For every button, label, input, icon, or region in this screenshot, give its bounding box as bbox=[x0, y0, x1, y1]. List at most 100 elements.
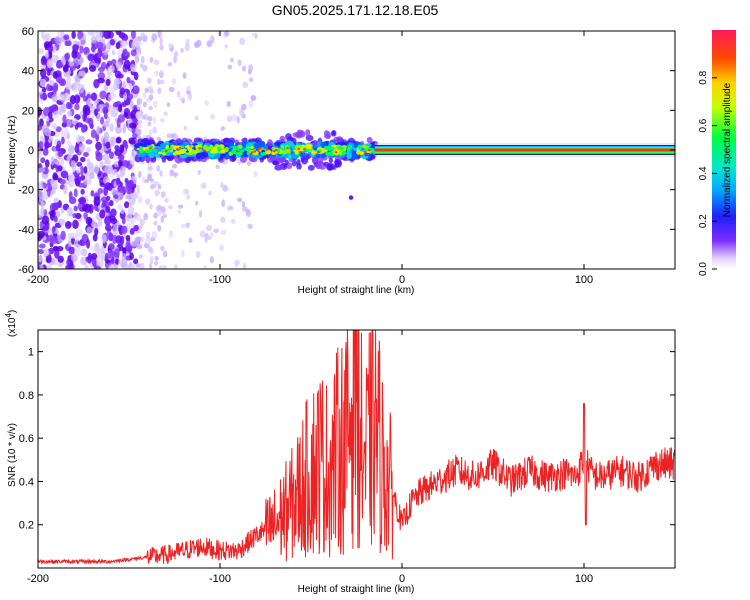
heatmap-noise-cell bbox=[122, 80, 126, 90]
spectrogram-ytick-label: -60 bbox=[18, 264, 34, 276]
heatmap-band-max bbox=[275, 148, 278, 151]
heatmap-band-core bbox=[320, 141, 327, 148]
heatmap-noise-cell bbox=[46, 69, 51, 77]
heatmap-noise-cell bbox=[109, 38, 116, 46]
heatmap-band-max bbox=[368, 148, 371, 152]
heatmap-band-cell bbox=[161, 155, 167, 163]
heatmap-sparse-cell bbox=[206, 224, 212, 232]
heatmap-sparse-cell bbox=[138, 170, 142, 179]
heatmap-noise-cell bbox=[112, 234, 118, 245]
heatmap-noise-cell bbox=[71, 118, 79, 126]
spectrogram-xlabel: Height of straight line (km) bbox=[298, 285, 415, 296]
heatmap-noise-cell bbox=[88, 64, 97, 72]
heatmap-band-cell bbox=[184, 156, 191, 164]
heatmap-noise-cell bbox=[57, 106, 64, 116]
heatmap-sparse-cell bbox=[156, 136, 162, 141]
heatmap-sparse-cell bbox=[148, 77, 152, 85]
heatmap-noise-cell bbox=[60, 170, 69, 179]
heatmap-sparse-cell bbox=[242, 81, 249, 89]
heatmap-band-peak bbox=[244, 147, 252, 152]
heatmap-noise-cell bbox=[56, 93, 65, 101]
heatmap-sparse-cell bbox=[157, 87, 162, 95]
heatmap-noise-cell bbox=[100, 245, 105, 254]
heatmap-noise-cell bbox=[133, 224, 139, 232]
heatmap-noise-cell bbox=[67, 110, 73, 117]
heatmap-noise-cell bbox=[90, 92, 98, 102]
heatmap-band-peak bbox=[357, 144, 363, 150]
heatmap-sparse-cell bbox=[166, 133, 172, 139]
heatmap-sparse-cell bbox=[148, 94, 154, 101]
colorbar-tick-label: 0.2 bbox=[698, 214, 709, 228]
heatmap-noise-cell bbox=[68, 191, 73, 200]
heatmap-band-cell bbox=[334, 159, 342, 166]
heatmap-noise-cell bbox=[72, 219, 79, 229]
heatmap-band-max bbox=[253, 150, 257, 153]
heatmap-noise-cell bbox=[74, 74, 81, 83]
heatmap-noise-cell bbox=[68, 246, 76, 255]
heatmap-noise-cell bbox=[105, 141, 111, 149]
heatmap-band-peak bbox=[139, 145, 143, 151]
heatmap-sparse-cell bbox=[173, 55, 178, 64]
heatmap-noise-cell bbox=[64, 53, 70, 61]
heatmap-noise-cell bbox=[104, 224, 112, 232]
heatmap-band-peak bbox=[231, 149, 238, 155]
heatmap-noise-cell bbox=[102, 106, 108, 115]
heatmap-noise-cell bbox=[38, 249, 44, 255]
heatmap-sparse-cell bbox=[164, 197, 169, 203]
heatmap-noise-cell bbox=[82, 112, 87, 123]
heatmap-noise-cell bbox=[117, 186, 125, 193]
heatmap-band-cell bbox=[315, 164, 322, 170]
heatmap-sparse-cell bbox=[231, 218, 236, 224]
heatmap-sparse-cell bbox=[221, 199, 226, 208]
heatmap-sparse-cell bbox=[231, 114, 238, 122]
spectrogram-ytick-label: 40 bbox=[22, 66, 34, 78]
heatmap-band-cell bbox=[331, 130, 336, 136]
heatmap-sparse-cell bbox=[159, 70, 164, 79]
heatmap-noise-cell bbox=[128, 205, 135, 216]
heatmap-noise-cell bbox=[126, 93, 134, 101]
heatmap-noise-cell bbox=[89, 172, 95, 180]
spectrogram-ytick-label: -40 bbox=[18, 224, 34, 236]
heatmap-sparse-cell bbox=[204, 100, 210, 106]
heatmap-sparse-cell bbox=[148, 129, 153, 137]
heatmap-noise-cell bbox=[50, 156, 55, 166]
heatmap-sparse-cell bbox=[142, 101, 147, 108]
heatmap-noise-cell bbox=[68, 61, 75, 67]
heatmap-noise-cell bbox=[115, 136, 122, 144]
heatmap-noise-cell bbox=[131, 150, 137, 159]
heatmap-noise-cell bbox=[94, 108, 98, 117]
snr-scale-label: (x104) bbox=[4, 310, 18, 337]
heatmap-noise-cell bbox=[55, 126, 62, 133]
heatmap-noise-cell bbox=[86, 158, 91, 165]
heatmap-noise-cell bbox=[94, 164, 100, 175]
heatmap-sparse-cell bbox=[227, 64, 233, 70]
heatmap-band-core bbox=[315, 154, 321, 159]
heatmap-noise-cell bbox=[64, 221, 72, 230]
snr-ytick-label: 0.4 bbox=[19, 476, 34, 488]
heatmap-sparse-cell bbox=[148, 173, 153, 181]
heatmap-noise-cell bbox=[70, 253, 78, 262]
heatmap-noise-cell bbox=[121, 101, 127, 107]
heatmap-noise-cell bbox=[122, 247, 127, 254]
heatmap-sparse-cell bbox=[145, 231, 151, 239]
heatmap-noise-cell bbox=[80, 156, 86, 163]
heatmap-noise-cell bbox=[104, 215, 110, 224]
heatmap-noise-cell bbox=[75, 122, 84, 128]
heatmap-noise-cell bbox=[61, 121, 68, 128]
heatmap-sparse-cell bbox=[151, 230, 157, 239]
heatmap-noise-cell bbox=[104, 159, 111, 165]
heatmap-sparse-cell bbox=[185, 222, 191, 228]
heatmap-sparse-cell bbox=[138, 254, 143, 259]
heatmap-band-max bbox=[273, 149, 276, 153]
heatmap-noise-cell bbox=[38, 190, 44, 199]
heatmap-sparse-cell bbox=[171, 78, 177, 85]
heatmap-noise-cell bbox=[110, 208, 117, 217]
heatmap-noise-cell bbox=[51, 123, 58, 130]
heatmap-sparse-cell bbox=[209, 256, 214, 264]
heatmap-sparse-cell bbox=[234, 262, 238, 269]
heatmap-band-cell bbox=[176, 137, 182, 143]
heatmap-noise-cell bbox=[47, 234, 56, 242]
heatmap-band-max bbox=[286, 146, 289, 150]
heatmap-noise-cell bbox=[43, 249, 50, 257]
